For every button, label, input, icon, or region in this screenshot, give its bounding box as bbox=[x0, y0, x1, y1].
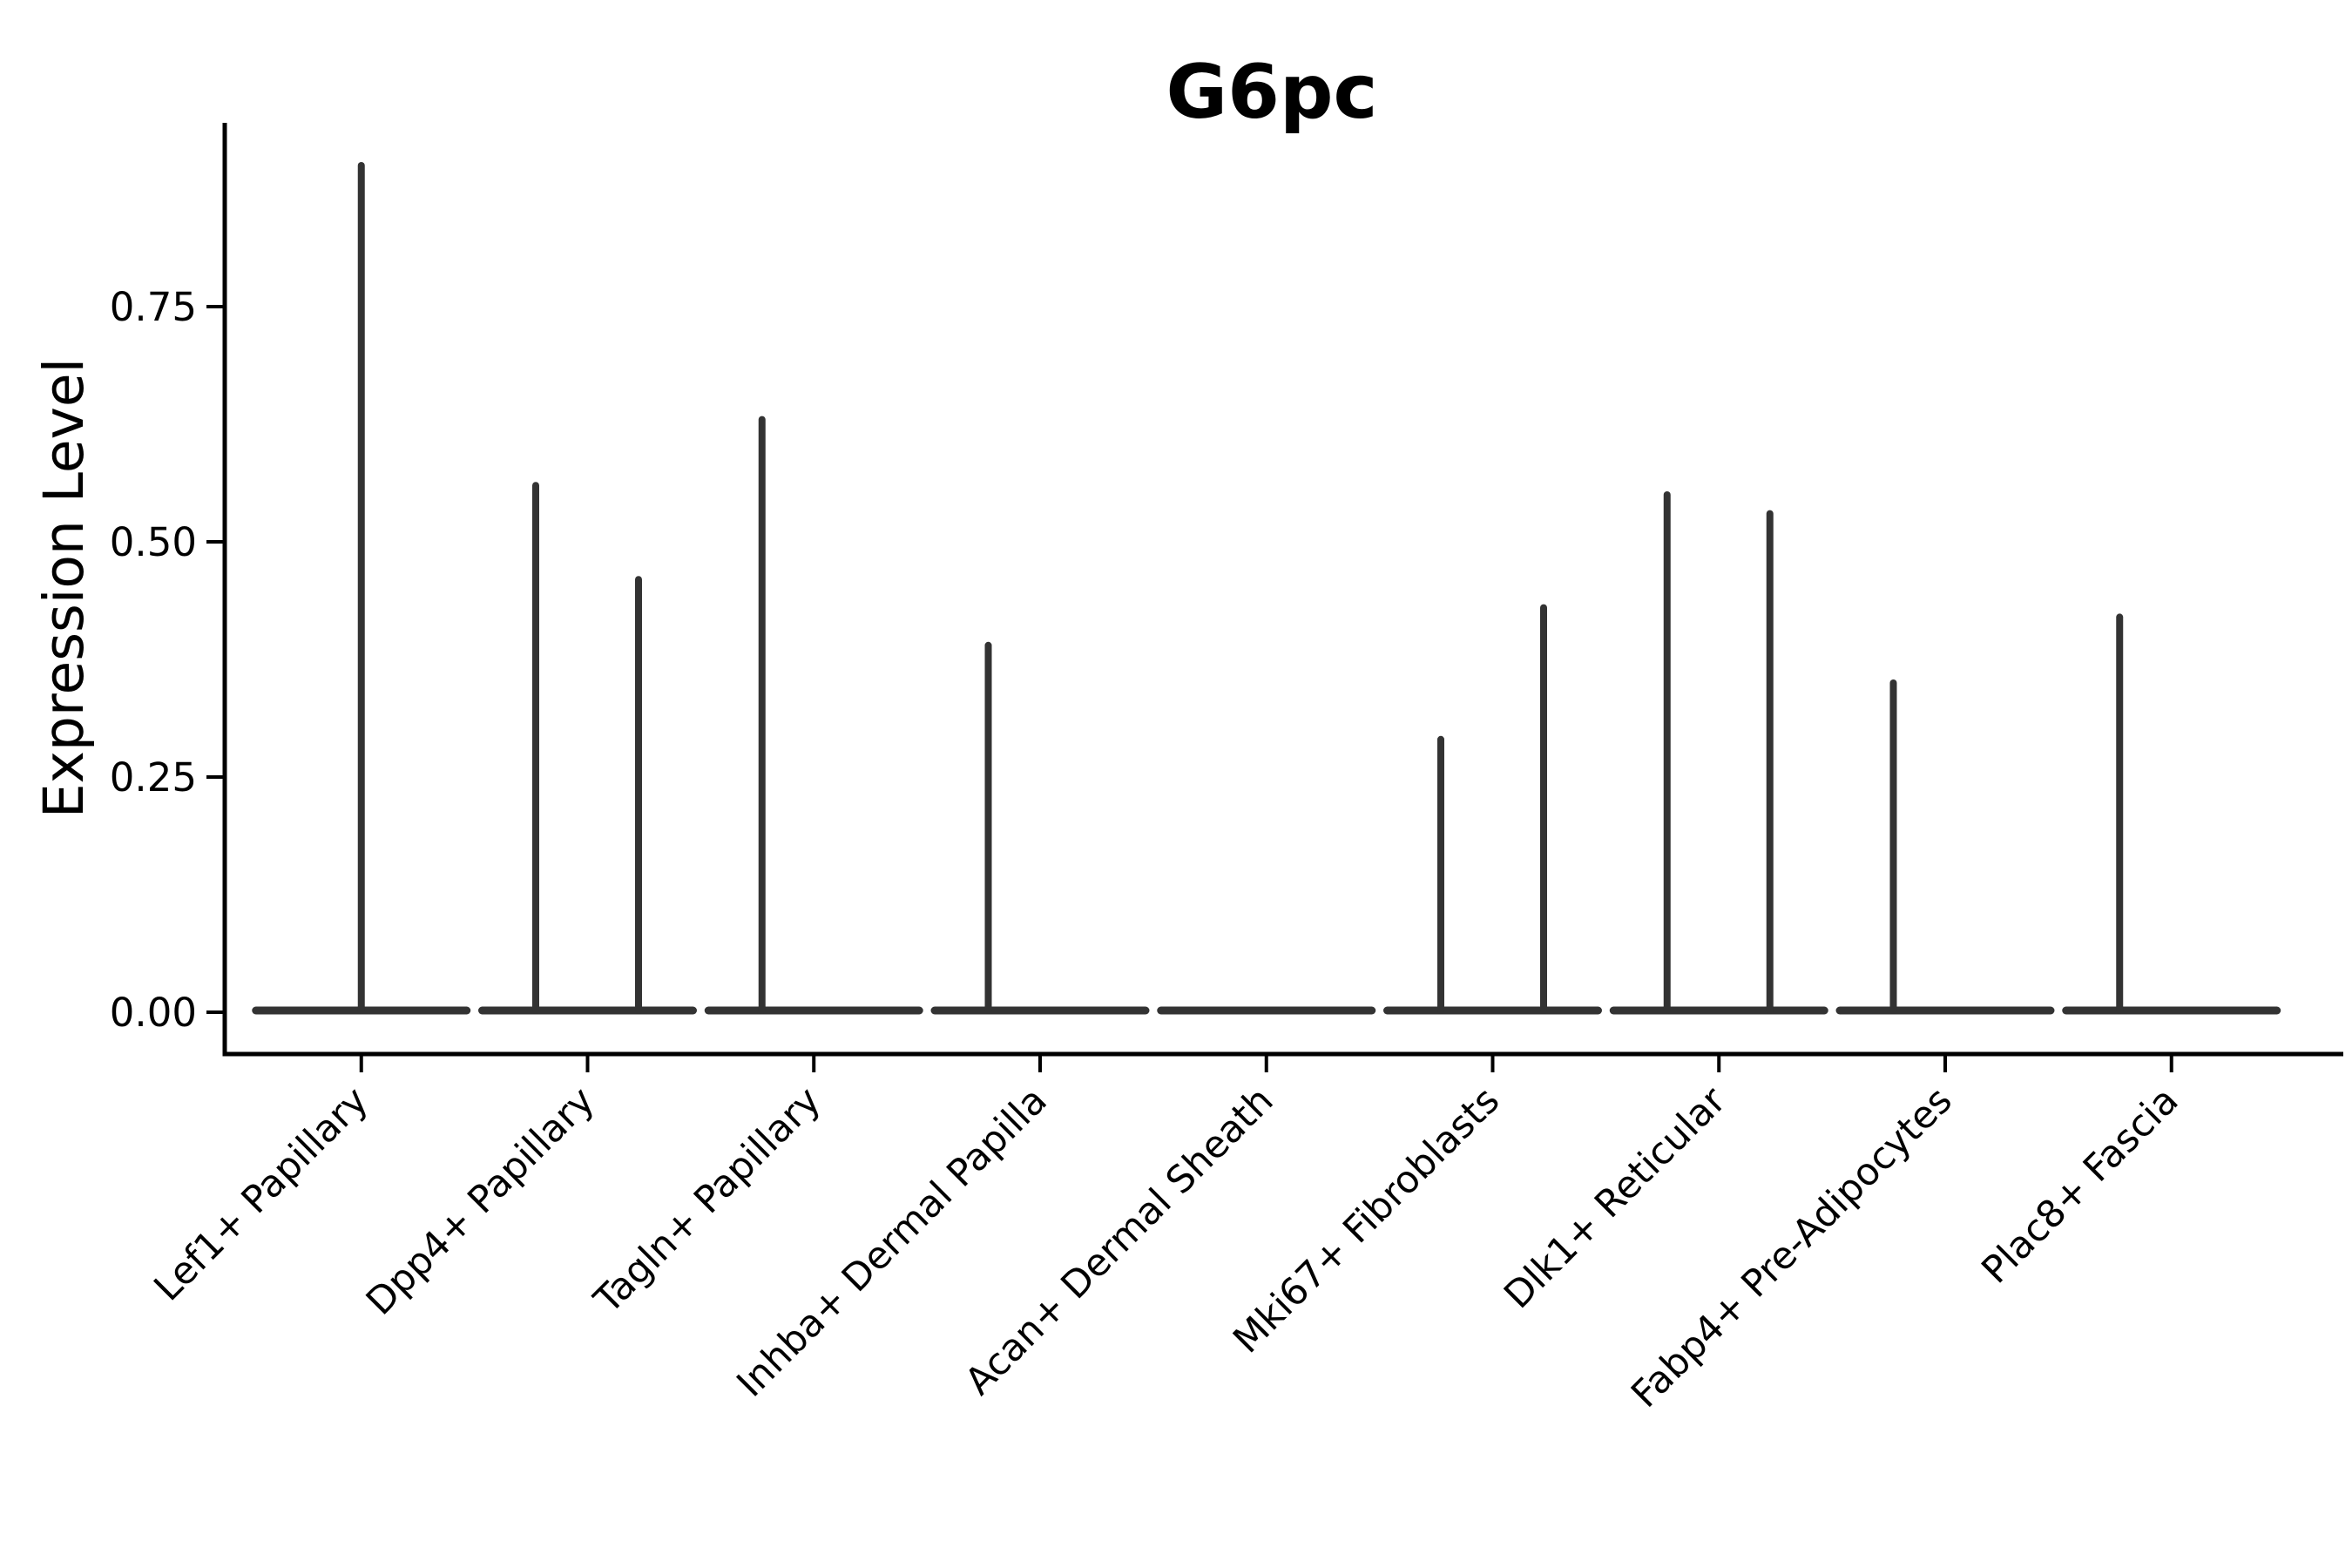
y-tick-label: 0.00 bbox=[110, 990, 197, 1036]
x-tick-label: Dlk1+ Reticular bbox=[1496, 1078, 1734, 1317]
x-tick-label: Tagln+ Papillary bbox=[585, 1078, 829, 1322]
y-axis-ticks: 0.00 0.25 0.50 0.75 bbox=[110, 284, 225, 1036]
chart-title: G6pc bbox=[1166, 49, 1378, 136]
y-tick-label: 0.50 bbox=[110, 519, 197, 565]
violin-bodies bbox=[252, 162, 2281, 1015]
x-tick-label: Plac8+ Fascia bbox=[1974, 1078, 2187, 1292]
y-tick-label: 0.75 bbox=[110, 284, 197, 330]
y-tick-label: 0.25 bbox=[110, 754, 197, 801]
x-tick-label: Dpp4+ Papillary bbox=[358, 1078, 603, 1323]
y-axis-title: Expression Level bbox=[32, 358, 96, 818]
x-tick-label: Lef1+ Papillary bbox=[145, 1078, 376, 1309]
